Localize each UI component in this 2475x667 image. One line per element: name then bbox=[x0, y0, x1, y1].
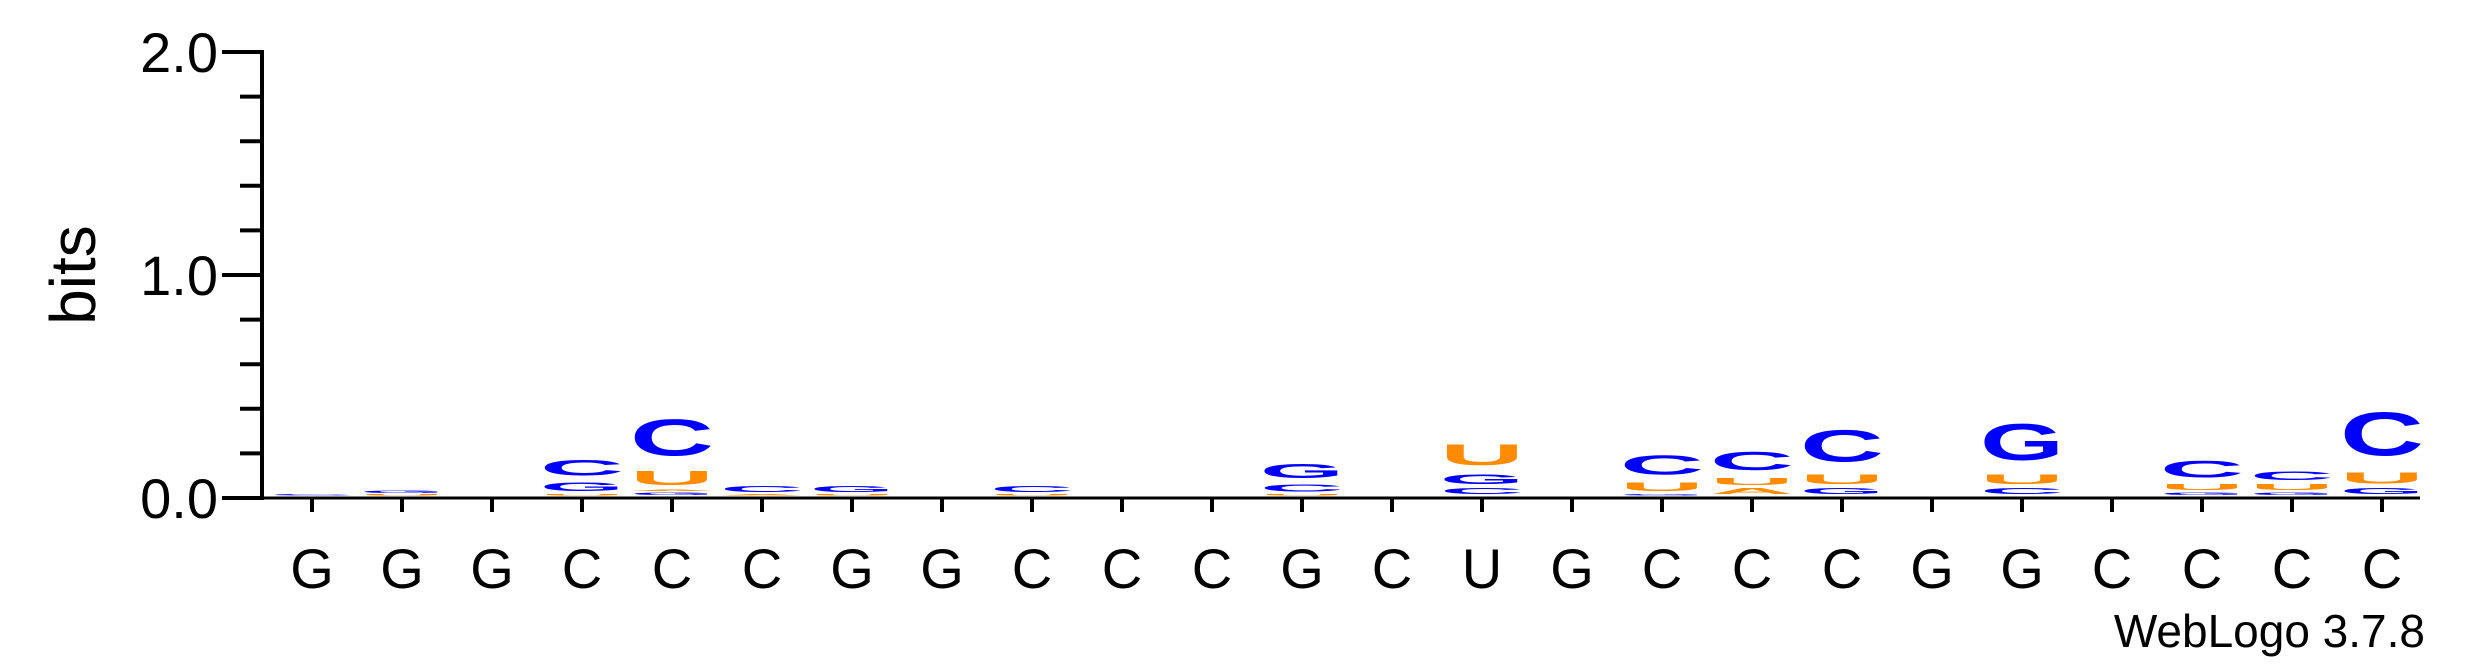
x-tick-label: C bbox=[1822, 537, 1862, 600]
x-tick-label: G bbox=[470, 537, 514, 600]
x-tick-label: G bbox=[2000, 537, 2044, 600]
logo-letter-c: C bbox=[1260, 483, 1344, 494]
x-tick-label: C bbox=[2362, 537, 2402, 600]
y-tick-label: 0.0 bbox=[140, 467, 218, 530]
logo-letter-a: A bbox=[1710, 487, 1794, 496]
y-ticks: 0.0 1.0 2.0 bbox=[140, 21, 262, 530]
letter-stacks: C UGUGCGAUCACUGUCUCGCGUGUCAUCGUCCUGGUCGUC… bbox=[270, 400, 2424, 496]
logo-letter-c: C bbox=[1980, 487, 2064, 496]
logo-letter-g: G bbox=[1800, 487, 1884, 496]
logo-letter-g: G bbox=[2250, 492, 2334, 496]
logo-letter-c: C bbox=[270, 494, 354, 496]
logo-letter-g: G bbox=[810, 485, 894, 494]
weblogo-credit: WebLogo 3.7.8 bbox=[2114, 605, 2425, 657]
x-tick-label: C bbox=[2182, 537, 2222, 600]
logo-letter-g: G bbox=[1620, 494, 1704, 496]
logo-letter-u: U bbox=[2160, 483, 2244, 492]
y-tick-label: 1.0 bbox=[140, 244, 218, 307]
logo-letter-a: A bbox=[630, 489, 714, 491]
x-tick-label: G bbox=[380, 537, 424, 600]
x-tick-label: C bbox=[562, 537, 602, 600]
logo-letter-u: U bbox=[360, 494, 444, 496]
logo-letter-c: C bbox=[1620, 449, 1704, 480]
x-tick-label: G bbox=[1280, 537, 1324, 600]
logo-letter-c: C bbox=[1440, 487, 1524, 496]
x-tick-label: G bbox=[830, 537, 874, 600]
x-tick-label: G bbox=[1910, 537, 1954, 600]
x-tick-label: C bbox=[2272, 537, 2312, 600]
logo-letter-c: C bbox=[540, 456, 624, 481]
x-tick-label: C bbox=[1012, 537, 1052, 600]
x-tick-label: C bbox=[742, 537, 782, 600]
logo-letter-u: U bbox=[540, 494, 624, 496]
logo-letter-c: C bbox=[1800, 420, 1884, 471]
logo-letter-c: C bbox=[990, 485, 1074, 494]
x-tick-label: C bbox=[1372, 537, 1412, 600]
logo-letter-g: G bbox=[2340, 487, 2424, 496]
x-tick-label: G bbox=[920, 537, 964, 600]
x-tick-label: C bbox=[1102, 537, 1142, 600]
logo-letter-c: C bbox=[1710, 447, 1794, 476]
logo-letter-g: G bbox=[2160, 492, 2244, 496]
logo-letter-a: A bbox=[720, 494, 804, 496]
logo-letter-u: U bbox=[1710, 476, 1794, 487]
logo-letter-g: G bbox=[630, 492, 714, 496]
x-tick-label: G bbox=[290, 537, 334, 600]
logo-letter-u: U bbox=[630, 467, 714, 489]
logo-letter-u: U bbox=[1440, 438, 1524, 471]
x-tick-label: C bbox=[652, 537, 692, 600]
logo-letter-g: G bbox=[1260, 461, 1344, 483]
logo-letter-g: G bbox=[1980, 413, 2064, 471]
x-tick-label: C bbox=[1642, 537, 1682, 600]
x-tick-label: C bbox=[1732, 537, 1772, 600]
logo-letter-u: U bbox=[810, 494, 894, 496]
logo-letter-u: U bbox=[1980, 471, 2064, 487]
y-tick-label: 2.0 bbox=[140, 21, 218, 84]
logo-letter-c: C bbox=[2160, 456, 2244, 483]
logo-letter-c: C bbox=[720, 485, 804, 494]
logo-letter-u: U bbox=[1800, 471, 1884, 487]
logo-letter-u: U bbox=[2250, 483, 2334, 492]
x-tick-label: C bbox=[2092, 537, 2132, 600]
logo-letter-c: C bbox=[2250, 469, 2334, 482]
x-tick-label: C bbox=[1192, 537, 1232, 600]
logo-letter-u: U bbox=[1260, 494, 1344, 496]
y-axis-label: bits bbox=[37, 225, 109, 325]
logo-letter-g: G bbox=[1440, 472, 1524, 488]
logo-letter-g: G bbox=[360, 489, 444, 493]
logo-letter-c: C bbox=[2340, 400, 2424, 469]
logo-letter-g: G bbox=[540, 480, 624, 493]
logo-letter-u: U bbox=[990, 494, 1074, 496]
logo-letter-u: U bbox=[2340, 469, 2424, 487]
x-tick-label: U bbox=[1462, 537, 1502, 600]
x-tick-label: G bbox=[1550, 537, 1594, 600]
logo-letter-c: C bbox=[630, 410, 714, 468]
logo-letter-u: U bbox=[1620, 480, 1704, 493]
